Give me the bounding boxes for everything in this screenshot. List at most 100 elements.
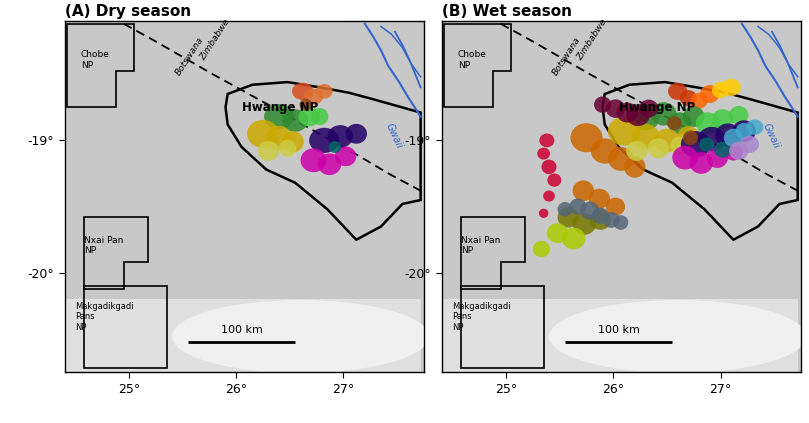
Text: Makgadikgadi
Pans
NP: Makgadikgadi Pans NP: [452, 302, 511, 332]
Text: 100 km: 100 km: [598, 325, 640, 335]
Ellipse shape: [624, 156, 646, 178]
Ellipse shape: [715, 124, 741, 147]
Text: 100 km: 100 km: [221, 325, 263, 335]
Ellipse shape: [570, 198, 587, 215]
Polygon shape: [65, 299, 421, 372]
Ellipse shape: [746, 119, 764, 135]
Ellipse shape: [266, 126, 292, 150]
Ellipse shape: [681, 131, 711, 158]
Ellipse shape: [603, 212, 620, 228]
Text: Makgadikgadi
Pans
NP: Makgadikgadi Pans NP: [75, 302, 134, 332]
Ellipse shape: [547, 223, 568, 243]
Ellipse shape: [543, 190, 555, 202]
Ellipse shape: [616, 103, 638, 123]
Ellipse shape: [318, 154, 341, 175]
Ellipse shape: [606, 198, 625, 216]
Ellipse shape: [264, 104, 294, 129]
Text: Chobe
NP: Chobe NP: [458, 50, 487, 70]
Ellipse shape: [316, 84, 332, 99]
Text: (A) Dry season: (A) Dry season: [65, 3, 191, 19]
Ellipse shape: [680, 90, 697, 106]
Ellipse shape: [549, 300, 807, 373]
Ellipse shape: [590, 210, 611, 230]
Ellipse shape: [668, 83, 688, 100]
Ellipse shape: [606, 99, 625, 118]
Ellipse shape: [712, 82, 729, 98]
Text: Zimbabwe: Zimbabwe: [576, 18, 609, 62]
Ellipse shape: [722, 79, 741, 96]
Ellipse shape: [735, 123, 752, 139]
Ellipse shape: [626, 141, 648, 161]
Polygon shape: [442, 299, 798, 372]
Ellipse shape: [580, 202, 599, 220]
Ellipse shape: [540, 134, 554, 147]
Ellipse shape: [691, 93, 708, 109]
Text: Nxai Pan
NP: Nxai Pan NP: [461, 236, 501, 255]
Ellipse shape: [282, 131, 303, 152]
Ellipse shape: [303, 89, 323, 104]
Ellipse shape: [309, 128, 339, 153]
Ellipse shape: [335, 146, 356, 166]
Ellipse shape: [699, 137, 714, 151]
Text: Chobe
NP: Chobe NP: [81, 50, 110, 70]
Text: Gwaii: Gwaii: [761, 122, 781, 151]
Ellipse shape: [729, 142, 748, 160]
Ellipse shape: [648, 138, 669, 158]
Ellipse shape: [247, 120, 279, 148]
Ellipse shape: [282, 109, 308, 132]
Ellipse shape: [706, 147, 728, 168]
Ellipse shape: [608, 117, 640, 146]
Text: Botswana: Botswana: [174, 35, 205, 77]
Ellipse shape: [732, 120, 756, 142]
Ellipse shape: [328, 125, 353, 148]
Ellipse shape: [700, 85, 719, 103]
Ellipse shape: [591, 138, 619, 164]
Ellipse shape: [672, 146, 698, 170]
Ellipse shape: [299, 107, 320, 126]
Ellipse shape: [541, 159, 557, 174]
Ellipse shape: [557, 202, 573, 217]
Text: (B) Wet season: (B) Wet season: [442, 3, 572, 19]
Ellipse shape: [683, 130, 698, 145]
Ellipse shape: [632, 105, 659, 130]
Ellipse shape: [299, 99, 312, 110]
Text: Botswana: Botswana: [551, 35, 582, 77]
Ellipse shape: [724, 141, 743, 160]
Ellipse shape: [537, 148, 550, 159]
Ellipse shape: [729, 106, 748, 124]
Ellipse shape: [712, 109, 734, 129]
Ellipse shape: [613, 215, 629, 230]
Ellipse shape: [328, 141, 341, 153]
Ellipse shape: [301, 148, 326, 172]
Ellipse shape: [533, 241, 550, 257]
Ellipse shape: [739, 136, 759, 153]
Ellipse shape: [626, 104, 650, 126]
Ellipse shape: [698, 127, 726, 151]
Ellipse shape: [594, 96, 611, 113]
Ellipse shape: [311, 108, 328, 125]
Text: Zimbabwe: Zimbabwe: [199, 18, 232, 62]
Ellipse shape: [696, 112, 719, 134]
Ellipse shape: [172, 300, 430, 373]
Ellipse shape: [639, 99, 659, 118]
Ellipse shape: [292, 83, 313, 100]
Ellipse shape: [683, 106, 705, 127]
Ellipse shape: [724, 129, 743, 147]
Ellipse shape: [573, 213, 596, 235]
Text: Nxai Pan
NP: Nxai Pan NP: [84, 236, 124, 255]
Ellipse shape: [689, 152, 713, 174]
Ellipse shape: [570, 123, 603, 152]
Ellipse shape: [670, 136, 689, 155]
Ellipse shape: [667, 116, 682, 130]
Ellipse shape: [557, 207, 579, 228]
Ellipse shape: [573, 180, 594, 201]
Ellipse shape: [279, 140, 296, 157]
Ellipse shape: [608, 147, 633, 171]
Ellipse shape: [589, 189, 610, 209]
Ellipse shape: [548, 173, 561, 187]
Text: Hwange NP: Hwange NP: [619, 101, 695, 114]
Ellipse shape: [632, 124, 659, 149]
Ellipse shape: [562, 228, 586, 249]
Ellipse shape: [592, 208, 609, 224]
Ellipse shape: [668, 112, 692, 134]
